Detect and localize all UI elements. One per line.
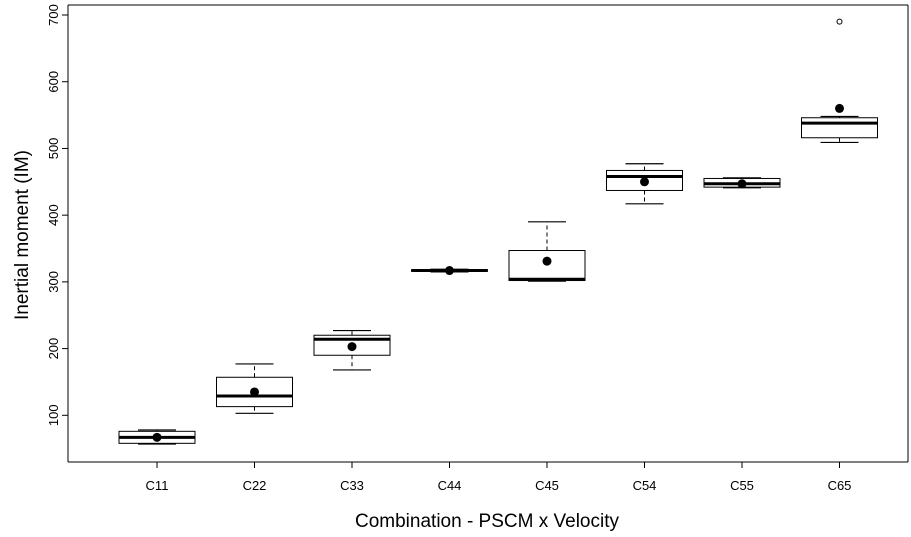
box-C65 bbox=[801, 18, 878, 144]
mean-point bbox=[347, 342, 357, 352]
x-axis-title: Combination - PSCM x Velocity bbox=[355, 511, 619, 532]
box-C11 bbox=[118, 429, 196, 445]
axes-layer: 100 200 300 400 500 600 700 C11 C22 C33 C44 C45 C54 C… bbox=[46, 4, 909, 493]
x-tick-label: C11 bbox=[146, 478, 169, 493]
x-tick-label: C54 bbox=[633, 478, 657, 493]
y-tick-label: 200 bbox=[46, 338, 61, 360]
y-tick-label: 600 bbox=[46, 71, 61, 93]
box-C54 bbox=[606, 163, 683, 205]
x-tick-label: C33 bbox=[340, 478, 364, 493]
mean-point bbox=[445, 266, 454, 276]
x-tick-label: C65 bbox=[828, 478, 852, 493]
boxes-layer bbox=[118, 18, 878, 445]
box-C55 bbox=[703, 177, 781, 189]
y-tick-label: 400 bbox=[46, 204, 61, 226]
x-tick-label: C55 bbox=[730, 478, 754, 493]
mean-point bbox=[542, 256, 552, 266]
x-tick-label: C44 bbox=[438, 478, 462, 493]
mean-point bbox=[640, 177, 649, 187]
mean-point bbox=[250, 387, 259, 397]
iqr-box bbox=[801, 117, 878, 139]
mean-point bbox=[835, 103, 844, 113]
box-C44 bbox=[411, 266, 488, 276]
y-tick-label: 500 bbox=[46, 138, 61, 160]
mean-point bbox=[152, 432, 162, 442]
y-axis-title: Inertial moment (IM) bbox=[12, 150, 33, 320]
y-tick-label: 700 bbox=[46, 4, 61, 26]
y-tick-label: 100 bbox=[46, 404, 61, 426]
mean-point bbox=[737, 179, 747, 189]
x-tick-label: C22 bbox=[243, 478, 267, 493]
y-tick-label: 300 bbox=[46, 271, 61, 293]
box-C45 bbox=[508, 221, 586, 282]
outlier-point bbox=[836, 18, 843, 25]
x-tick-label: C45 bbox=[535, 478, 559, 493]
box-C33 bbox=[313, 329, 391, 371]
box-C22 bbox=[216, 363, 293, 414]
